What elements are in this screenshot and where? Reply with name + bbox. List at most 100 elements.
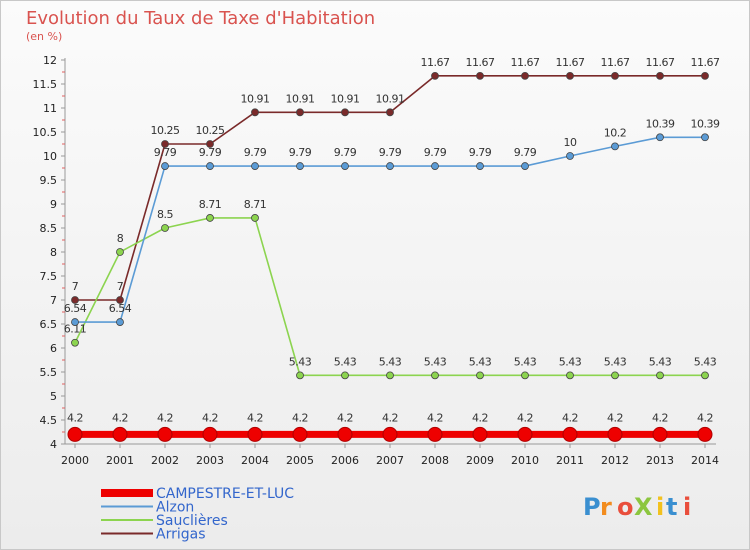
data-point [431, 371, 439, 380]
data-label: 11.67 [511, 56, 540, 69]
logo-letter: t [666, 493, 677, 521]
data-point [206, 140, 214, 148]
data-label: 5.43 [379, 355, 402, 368]
data-label: 5.43 [289, 355, 312, 368]
data-point [521, 71, 529, 80]
chart-subtitle: (en %) [26, 30, 62, 43]
data-point [296, 371, 304, 380]
data-point [431, 162, 439, 170]
data-point [67, 426, 83, 442]
data-label: 5.43 [694, 355, 717, 368]
data-point [652, 426, 668, 442]
x-tick-label: 2000 [61, 454, 89, 467]
data-label: 6.54 [109, 302, 132, 315]
y-tick-label: 7 [50, 294, 57, 307]
data-label: 4.2 [652, 411, 668, 424]
y-tick-label: 6.5 [40, 318, 58, 331]
x-tick-label: 2006 [331, 454, 359, 467]
data-point [206, 214, 214, 222]
data-label: 10.25 [151, 124, 180, 137]
legend-label: Arrigas [156, 527, 206, 543]
legend-label: Sauclières [156, 513, 228, 529]
y-tick-label: 8.5 [40, 222, 58, 235]
y-tick-label: 8 [50, 246, 57, 259]
y-tick-label: 6 [50, 342, 57, 355]
data-point [386, 108, 394, 117]
data-label: 4.2 [67, 411, 83, 424]
data-label: 11.67 [466, 56, 495, 69]
data-label: 4.2 [202, 411, 218, 424]
data-label: 10.91 [331, 92, 360, 105]
x-tick-label: 2012 [601, 454, 629, 467]
data-label: 4.2 [562, 411, 578, 424]
data-point [611, 371, 619, 380]
data-label: 5.43 [604, 355, 627, 368]
data-label: 11.67 [421, 56, 450, 69]
data-point [251, 108, 259, 117]
data-label: 10 [564, 136, 577, 149]
data-label: 9.79 [244, 146, 267, 159]
data-point [116, 248, 124, 256]
data-label: 5.43 [649, 355, 672, 368]
data-point [341, 371, 349, 380]
y-tick-label: 5 [50, 390, 57, 403]
data-label: 9.79 [199, 146, 222, 159]
y-tick-label: 4 [50, 438, 57, 451]
data-point [161, 162, 169, 170]
y-tick-label: 10.5 [33, 126, 58, 139]
data-label: 10.91 [286, 92, 315, 105]
data-point [157, 426, 173, 442]
data-point [517, 426, 533, 442]
data-label: 8 [117, 232, 124, 245]
data-point [251, 162, 259, 170]
data-point [476, 162, 484, 170]
logo-letter: i [656, 493, 664, 521]
data-point [341, 162, 349, 170]
data-point [71, 318, 79, 326]
x-tick-label: 2002 [151, 454, 179, 467]
data-label: 4.2 [157, 411, 173, 424]
data-point [611, 71, 619, 80]
data-point [71, 296, 79, 304]
data-point [382, 426, 398, 442]
x-tick-label: 2010 [511, 454, 539, 467]
data-point [296, 162, 304, 170]
data-point [476, 71, 484, 80]
data-point [161, 140, 169, 148]
logo-letter: o [617, 493, 634, 521]
y-tick-label: 5.5 [40, 366, 58, 379]
x-tick-label: 2013 [646, 454, 674, 467]
legend-label: Alzon [156, 500, 194, 516]
data-point [697, 426, 713, 442]
series-layer: 7 7 10.25 10.25 10.91 10.91 10.91 10.91 11.67 11.… [64, 56, 720, 442]
y-tick-label: 10 [43, 150, 57, 163]
data-label: 7 [72, 280, 79, 293]
logo-letter: X [634, 493, 653, 521]
data-point [112, 426, 128, 442]
data-point [566, 371, 574, 380]
series-saucli-res: 6.11 8 8.5 8.71 8.71 5.43 5.43 5.43 5.43 5.43 5.43… [64, 198, 717, 380]
data-point [656, 133, 664, 142]
data-point [337, 426, 353, 442]
data-point [386, 162, 394, 170]
legend-swatch [101, 489, 153, 497]
data-label: 11.67 [601, 56, 630, 69]
data-label: 9.79 [514, 146, 537, 159]
data-label: 10.2 [604, 126, 627, 139]
data-point [247, 426, 263, 442]
logo-letter: i [683, 493, 691, 521]
data-point [607, 426, 623, 442]
y-tick-label: 12 [43, 54, 57, 67]
data-point [71, 338, 79, 347]
data-label: 8.71 [244, 198, 267, 211]
data-label: 5.43 [514, 355, 537, 368]
data-label: 10.39 [691, 117, 720, 130]
data-label: 9.79 [289, 146, 312, 159]
data-point [521, 162, 529, 170]
series-alzon: 6.54 6.54 9.79 9.79 9.79 9.79 9.79 9.79 9.79 9.79… [64, 117, 720, 326]
data-label: 4.2 [472, 411, 488, 424]
data-label: 9.79 [379, 146, 402, 159]
data-point [161, 224, 169, 232]
